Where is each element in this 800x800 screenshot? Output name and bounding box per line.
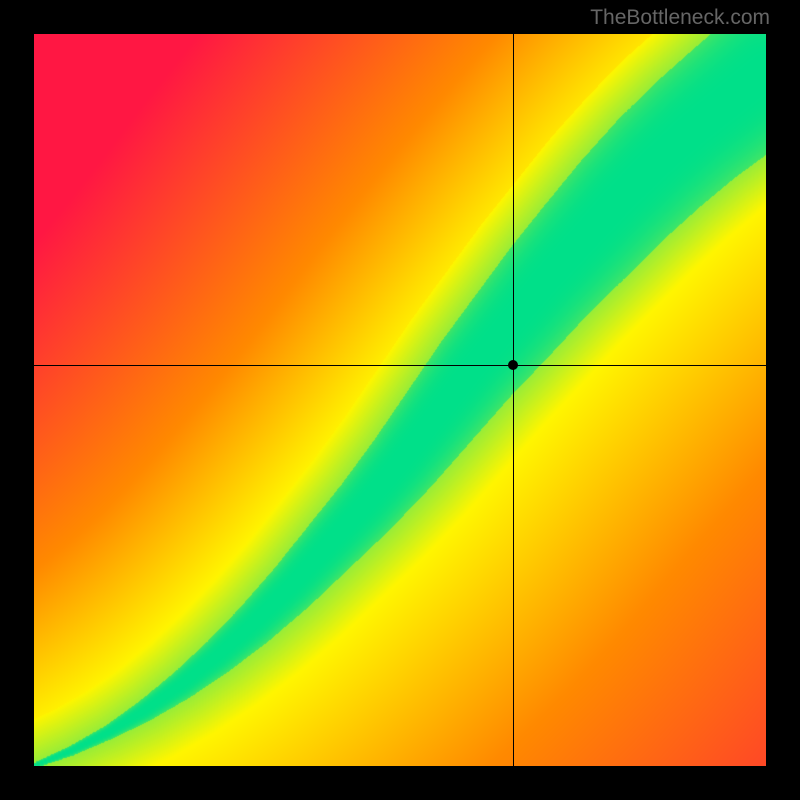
watermark-text: TheBottleneck.com	[590, 6, 770, 30]
crosshair-vertical	[513, 34, 514, 766]
crosshair-horizontal	[34, 365, 766, 366]
crosshair-marker	[508, 360, 518, 370]
heatmap-plot	[34, 34, 766, 766]
heatmap-canvas	[34, 34, 766, 766]
chart-container: TheBottleneck.com	[0, 0, 800, 800]
